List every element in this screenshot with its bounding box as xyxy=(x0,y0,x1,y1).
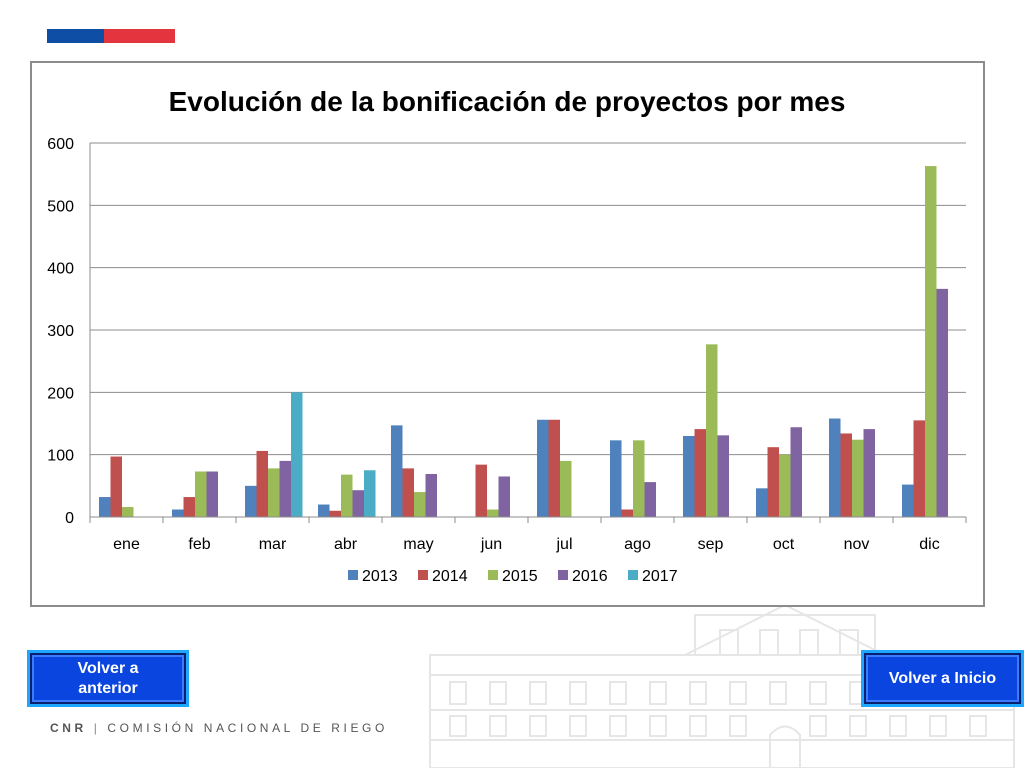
legend-swatch-2014 xyxy=(418,570,428,580)
x-tick-label: ago xyxy=(624,536,651,553)
chart-frame: Evolución de la bonificación de proyecto… xyxy=(30,61,985,607)
legend-swatch-2016 xyxy=(558,570,568,580)
flag-red-stripe xyxy=(104,29,175,43)
bar-2015-feb xyxy=(195,471,207,517)
x-tick-label: sep xyxy=(698,536,724,553)
bar-2014-ago xyxy=(621,509,633,517)
bar-2015-oct xyxy=(779,454,791,517)
bar-2015-abr xyxy=(341,474,353,517)
x-tick-label: mar xyxy=(259,536,287,553)
bar-2014-jul xyxy=(548,419,560,517)
bar-2013-oct xyxy=(756,488,768,517)
x-tick-label: jul xyxy=(555,536,572,553)
bar-2016-feb xyxy=(206,471,218,517)
x-tick-label: nov xyxy=(844,536,870,553)
bar-2016-dic xyxy=(936,288,948,517)
bar-2016-mar xyxy=(279,460,291,517)
bar-2014-nov xyxy=(840,433,852,517)
bar-2015-mar xyxy=(268,468,280,517)
bar-2013-may xyxy=(391,425,403,517)
y-tick-label: 200 xyxy=(47,385,74,402)
home-button-label: Volver a Inicio xyxy=(888,669,997,687)
x-tick-label: dic xyxy=(919,536,939,553)
bar-2015-dic xyxy=(925,166,937,517)
bar-2013-nov xyxy=(829,418,841,517)
flag-blue-stripe xyxy=(47,29,104,43)
bar-2016-oct xyxy=(790,427,802,517)
legend-label-2017: 2017 xyxy=(642,568,678,585)
government-building-watermark xyxy=(429,603,1015,768)
previous-button[interactable]: Volver a anterior xyxy=(27,650,189,707)
footer-text: CNR | COMISIÓN NACIONAL DE RIEGO xyxy=(50,721,388,735)
legend-swatch-2017 xyxy=(628,570,638,580)
x-tick-label: ene xyxy=(113,536,140,553)
bar-2014-ene xyxy=(110,456,122,517)
y-tick-label: 500 xyxy=(47,198,74,215)
bar-2013-ago xyxy=(610,440,622,517)
bar-2013-dic xyxy=(902,484,914,517)
bar-2013-ene xyxy=(99,497,111,517)
bar-2016-may xyxy=(425,473,437,517)
legend-label-2014: 2014 xyxy=(432,568,468,585)
footer-separator: | xyxy=(93,721,101,735)
bar-2013-abr xyxy=(318,504,330,517)
y-tick-label: 0 xyxy=(65,510,74,527)
x-tick-label: abr xyxy=(334,536,358,553)
home-button[interactable]: Volver a Inicio xyxy=(861,650,1024,707)
bar-chart: Evolución de la bonificación de proyecto… xyxy=(47,86,967,585)
y-tick-label: 100 xyxy=(47,448,74,465)
bar-2013-mar xyxy=(245,485,257,517)
bar-2016-abr xyxy=(352,490,364,517)
bar-2015-may xyxy=(414,492,426,517)
x-tick-label: oct xyxy=(773,536,795,553)
bar-2013-sep xyxy=(683,435,695,517)
footer-org-name: COMISIÓN NACIONAL DE RIEGO xyxy=(107,721,388,735)
bar-2014-jun xyxy=(475,464,487,517)
x-tick-label: feb xyxy=(188,536,210,553)
bar-2016-nov xyxy=(863,429,875,517)
legend-swatch-2013 xyxy=(348,570,358,580)
previous-button-label: Volver a anterior xyxy=(77,659,139,697)
chart-title: Evolución de la bonificación de proyecto… xyxy=(169,86,846,117)
bar-2017-abr xyxy=(364,470,376,517)
legend-label-2013: 2013 xyxy=(362,568,398,585)
legend-swatch-2015 xyxy=(488,570,498,580)
footer-acronym: CNR xyxy=(50,721,87,735)
bar-2014-sep xyxy=(694,429,706,517)
bar-2016-sep xyxy=(717,435,729,517)
bar-2015-jul xyxy=(560,460,572,517)
y-tick-label: 600 xyxy=(47,136,74,153)
bar-2014-oct xyxy=(767,447,779,517)
x-tick-label: may xyxy=(403,536,433,553)
y-tick-label: 300 xyxy=(47,323,74,340)
bar-2016-jun xyxy=(498,476,510,517)
bar-2013-jul xyxy=(537,419,549,517)
bar-2017-mar xyxy=(291,392,303,517)
bar-2015-ago xyxy=(633,440,645,517)
bar-2013-feb xyxy=(172,509,184,517)
bar-2014-mar xyxy=(256,450,268,517)
bar-2014-abr xyxy=(329,510,341,517)
bar-2014-dic xyxy=(913,420,925,517)
bar-2015-jun xyxy=(487,509,499,517)
legend-label-2015: 2015 xyxy=(502,568,538,585)
bar-2015-nov xyxy=(852,439,864,517)
bar-2014-may xyxy=(402,468,414,517)
y-tick-label: 400 xyxy=(47,261,74,278)
bar-2016-ago xyxy=(644,482,656,517)
legend-label-2016: 2016 xyxy=(572,568,608,585)
bar-2014-feb xyxy=(183,497,195,517)
bar-2015-ene xyxy=(122,507,134,517)
bar-2015-sep xyxy=(706,344,718,517)
x-tick-label: jun xyxy=(480,536,502,553)
